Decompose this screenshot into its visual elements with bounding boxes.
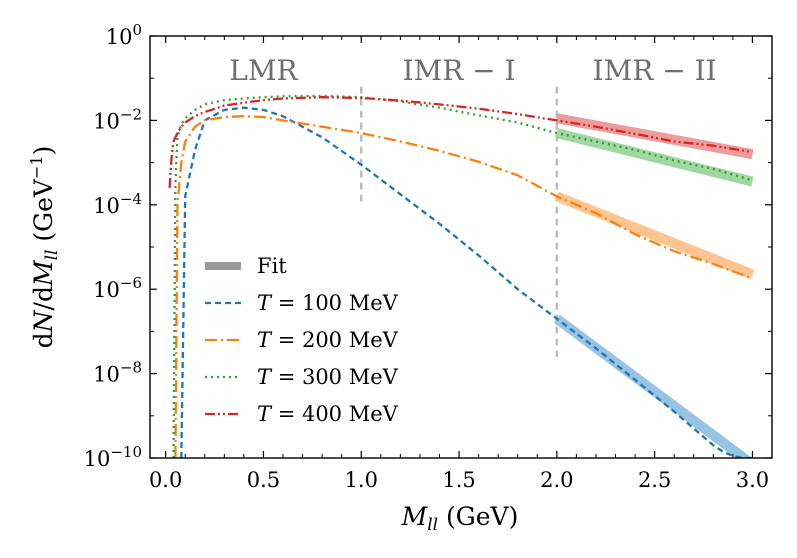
x-tick-label-3: 1.5 <box>442 468 475 492</box>
series-line-1 <box>174 115 753 458</box>
x-axis-label: Mll (GeV) <box>401 502 519 535</box>
y-axis-label: dN/dMll (GeV−1) <box>27 146 62 349</box>
legend-label-2: T = 300 MeV <box>257 365 399 389</box>
x-tick-label-4: 2.0 <box>540 468 573 492</box>
plot-area <box>168 86 755 458</box>
y-tick-label-3: 10−6 <box>93 274 142 302</box>
x-tick-labels: 0.0 0.5 1.0 1.5 2.0 2.5 3.0 <box>149 468 769 492</box>
x-tick-label-5: 2.5 <box>638 468 671 492</box>
y-tick-label-1: 10−2 <box>93 105 142 133</box>
legend-label-0: T = 100 MeV <box>257 291 399 315</box>
fit-bands <box>553 113 755 458</box>
series-line-2 <box>172 94 753 458</box>
legend-label-1: T = 200 MeV <box>257 328 399 352</box>
y-tick-label-5: 10−10 <box>84 443 142 471</box>
legend-label-3: T = 400 MeV <box>257 402 399 426</box>
series-line-3 <box>168 96 753 188</box>
region-label-0: LMR <box>229 54 298 87</box>
region-label-2: IMR − II <box>593 54 717 87</box>
y-tick-label-4: 10−8 <box>93 359 142 387</box>
x-tick-label-0: 0.0 <box>149 468 182 492</box>
y-tick-label-0: 100 <box>106 21 142 49</box>
axis-ticks <box>150 35 772 459</box>
fit-band-3 <box>555 113 754 160</box>
series-lines <box>168 94 753 458</box>
x-tick-label-2: 1.0 <box>345 468 378 492</box>
legend-fit-label: Fit <box>257 254 287 278</box>
region-labels: LMR IMR − I IMR − II <box>229 54 716 87</box>
fit-band-1 <box>554 191 755 280</box>
region-boundaries <box>359 86 559 357</box>
y-tick-labels: 100 10−2 10−4 10−6 10−8 10−10 <box>84 21 142 471</box>
x-tick-label-1: 0.5 <box>247 468 280 492</box>
x-tick-label-6: 3.0 <box>736 468 769 492</box>
fit-band-2 <box>555 128 754 187</box>
series-line-0 <box>180 106 753 458</box>
y-tick-label-2: 10−4 <box>93 190 142 218</box>
legend: Fit T = 100 MeV T = 200 MeV T = 300 MeV T = … <box>205 254 399 426</box>
region-label-1: IMR − I <box>402 54 515 87</box>
